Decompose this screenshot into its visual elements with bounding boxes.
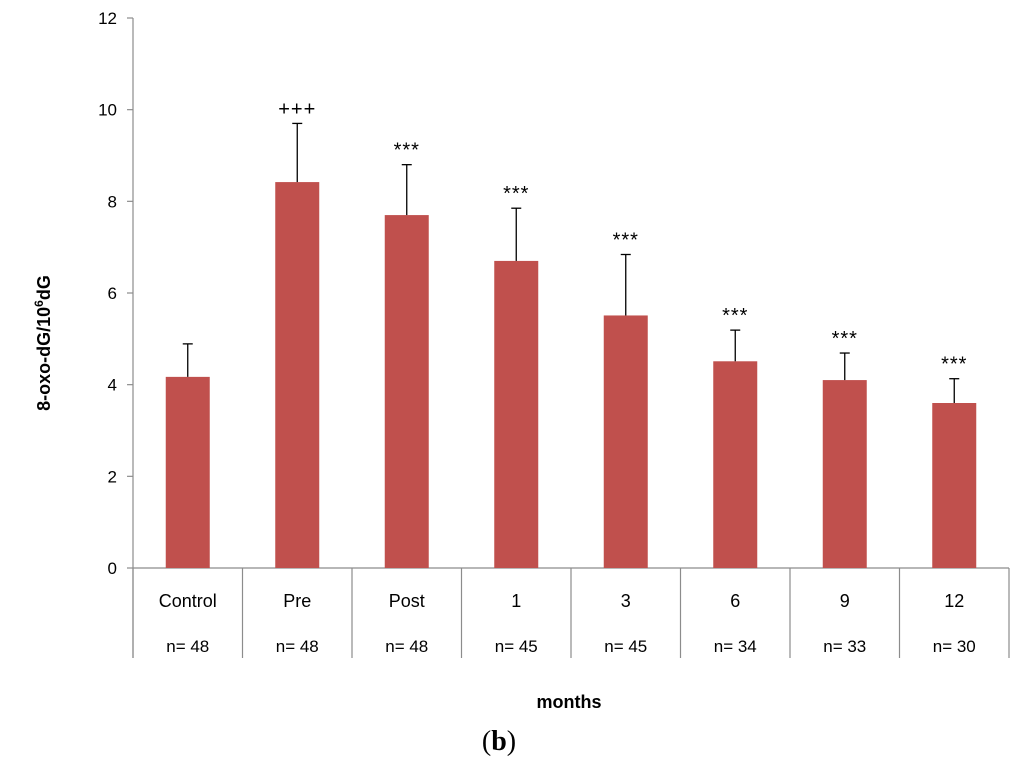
- y-tick-label: 10: [98, 101, 117, 120]
- x-axis: [132, 567, 1010, 658]
- category-label: 6: [730, 591, 740, 611]
- category-label: Pre: [283, 591, 311, 611]
- sample-size-label: n= 48: [385, 637, 428, 656]
- sample-size-label: n= 48: [276, 637, 319, 656]
- error-bars: [182, 122, 960, 403]
- category-label: 9: [840, 591, 850, 611]
- sample-size-labels: n= 48 n= 48 n= 48 n= 45 n= 45 n= 34 n= 33 n= 30: [166, 637, 976, 656]
- significance-label: ***: [613, 230, 639, 252]
- x-axis-title: months: [537, 692, 602, 712]
- significance-label: ***: [722, 305, 748, 327]
- significance-label: ***: [941, 354, 967, 376]
- bar: [494, 260, 539, 568]
- category-label: 1: [511, 591, 521, 611]
- sample-size-label: n= 45: [495, 637, 538, 656]
- category-label: 12: [944, 591, 964, 611]
- bar: [932, 403, 977, 568]
- y-tick-label: 4: [108, 376, 117, 395]
- category-label: Control: [159, 591, 217, 611]
- y-tick-label: 6: [108, 284, 117, 303]
- bar: [713, 361, 758, 568]
- y-axis: 0 2 4 6 8 10 12: [98, 9, 134, 658]
- significance-label: ***: [503, 183, 529, 205]
- y-axis-title: 8-oxo-dG/106dG: [32, 275, 54, 411]
- bar: [165, 376, 210, 568]
- bar: [384, 215, 429, 569]
- y-tick-label: 0: [108, 559, 117, 578]
- significance-label: ***: [832, 328, 858, 350]
- category-label: 3: [621, 591, 631, 611]
- bar: [822, 380, 867, 568]
- category-labels: Control Pre Post 1 3 6 9 12: [159, 591, 965, 611]
- category-label: Post: [389, 591, 425, 611]
- y-tick-label: 12: [98, 9, 117, 28]
- bar: [603, 315, 648, 568]
- y-tick-label: 2: [108, 467, 117, 486]
- sample-size-label: n= 45: [604, 637, 647, 656]
- panel-label: (b): [482, 726, 516, 757]
- bars: [165, 182, 977, 569]
- sample-size-label: n= 30: [933, 637, 976, 656]
- significance-label: +++: [278, 98, 316, 120]
- sample-size-label: n= 33: [823, 637, 866, 656]
- sample-size-label: n= 48: [166, 637, 209, 656]
- significance-labels: +++ *** *** *** *** *** ***: [278, 98, 967, 376]
- y-tick-label: 8: [108, 192, 117, 211]
- sample-size-label: n= 34: [714, 637, 757, 656]
- bar: [275, 182, 320, 569]
- significance-label: ***: [394, 140, 420, 162]
